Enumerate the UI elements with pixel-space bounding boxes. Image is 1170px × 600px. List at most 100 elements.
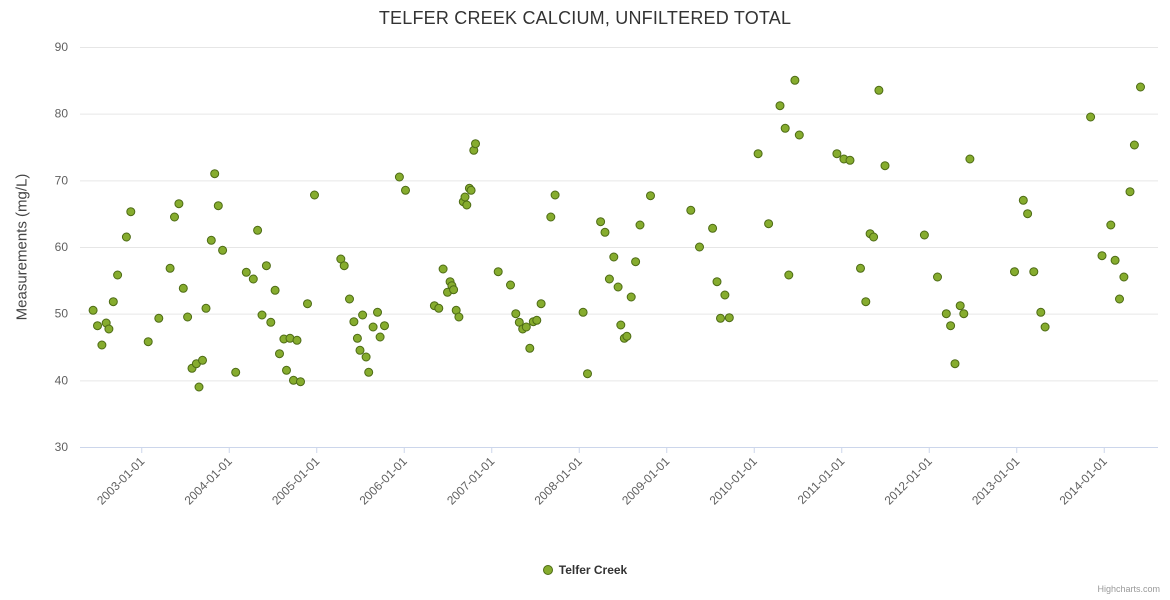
data-point[interactable]: [126, 207, 136, 217]
data-point[interactable]: [616, 320, 626, 330]
data-point[interactable]: [919, 230, 929, 240]
data-point[interactable]: [266, 317, 276, 327]
data-point[interactable]: [856, 263, 865, 273]
data-point[interactable]: [1115, 294, 1124, 304]
data-point[interactable]: [784, 270, 794, 280]
data-point[interactable]: [375, 332, 385, 342]
data-point[interactable]: [604, 274, 614, 284]
data-point[interactable]: [600, 227, 610, 237]
data-point[interactable]: [253, 225, 263, 235]
data-point[interactable]: [1125, 187, 1135, 197]
data-point[interactable]: [724, 313, 734, 323]
data-point[interactable]: [257, 310, 267, 320]
data-point[interactable]: [794, 130, 804, 140]
data-point[interactable]: [1036, 307, 1046, 317]
data-point[interactable]: [339, 261, 349, 271]
data-point[interactable]: [210, 169, 220, 179]
data-point[interactable]: [170, 212, 179, 222]
data-point[interactable]: [373, 307, 382, 317]
data-point[interactable]: [955, 301, 965, 311]
data-point[interactable]: [174, 199, 184, 209]
data-point[interactable]: [292, 335, 302, 345]
data-point[interactable]: [609, 252, 619, 262]
data-point[interactable]: [631, 257, 641, 267]
data-point[interactable]: [686, 205, 696, 215]
data-point[interactable]: [941, 309, 951, 319]
data-point[interactable]: [546, 212, 556, 222]
data-point[interactable]: [536, 299, 546, 309]
data-point[interactable]: [626, 292, 636, 302]
legend-item-telfer-creek[interactable]: Telfer Creek: [0, 563, 1170, 577]
data-point[interactable]: [506, 280, 515, 290]
data-point[interactable]: [310, 190, 319, 200]
data-point[interactable]: [438, 264, 448, 274]
highcharts-credit[interactable]: Highcharts.com: [1097, 584, 1160, 594]
data-point[interactable]: [532, 315, 542, 325]
data-point[interactable]: [241, 267, 251, 277]
data-point[interactable]: [349, 317, 359, 327]
data-point[interactable]: [1018, 195, 1028, 205]
data-point[interactable]: [764, 219, 774, 229]
data-point[interactable]: [113, 270, 123, 280]
data-point[interactable]: [303, 299, 312, 309]
data-point[interactable]: [596, 217, 606, 227]
data-point[interactable]: [869, 232, 879, 242]
data-point[interactable]: [466, 185, 476, 195]
data-point[interactable]: [511, 309, 521, 319]
data-point[interactable]: [832, 149, 842, 159]
data-point[interactable]: [583, 369, 592, 379]
data-point[interactable]: [345, 294, 354, 304]
data-point[interactable]: [143, 337, 153, 347]
data-point[interactable]: [218, 245, 228, 255]
data-point[interactable]: [550, 190, 560, 200]
data-point[interactable]: [1136, 82, 1145, 92]
data-point[interactable]: [270, 285, 280, 295]
data-point[interactable]: [462, 200, 472, 210]
data-point[interactable]: [712, 277, 722, 287]
data-point[interactable]: [178, 283, 188, 293]
data-point[interactable]: [201, 303, 211, 313]
data-point[interactable]: [364, 367, 374, 377]
data-point[interactable]: [790, 75, 800, 85]
data-point[interactable]: [88, 305, 98, 315]
data-point[interactable]: [1097, 251, 1107, 261]
data-point[interactable]: [695, 242, 704, 252]
data-point[interactable]: [434, 303, 444, 313]
data-point[interactable]: [1110, 255, 1120, 265]
data-point[interactable]: [613, 282, 623, 292]
data-point[interactable]: [1023, 209, 1033, 219]
data-point[interactable]: [716, 313, 725, 323]
data-point[interactable]: [950, 359, 960, 369]
data-point[interactable]: [368, 322, 378, 332]
data-point[interactable]: [708, 223, 718, 233]
data-point[interactable]: [622, 331, 632, 341]
data-point[interactable]: [635, 220, 645, 230]
data-point[interactable]: [845, 155, 855, 165]
data-point[interactable]: [775, 101, 785, 111]
data-point[interactable]: [213, 201, 223, 211]
data-point[interactable]: [108, 297, 118, 307]
data-point[interactable]: [401, 185, 410, 195]
data-point[interactable]: [525, 343, 535, 353]
data-point[interactable]: [183, 312, 193, 322]
data-point[interactable]: [296, 377, 305, 387]
data-point[interactable]: [780, 123, 790, 133]
data-point[interactable]: [1010, 267, 1019, 277]
data-point[interactable]: [165, 263, 175, 273]
data-point[interactable]: [521, 322, 531, 332]
data-point[interactable]: [861, 297, 871, 307]
data-point[interactable]: [206, 235, 216, 245]
data-point[interactable]: [154, 313, 164, 323]
data-point[interactable]: [720, 290, 730, 300]
data-point[interactable]: [933, 272, 942, 282]
data-point[interactable]: [1029, 267, 1039, 277]
data-point[interactable]: [1086, 112, 1096, 122]
data-point[interactable]: [493, 267, 503, 277]
data-point[interactable]: [460, 192, 470, 202]
data-point[interactable]: [352, 333, 362, 343]
data-point[interactable]: [646, 191, 655, 201]
data-point[interactable]: [471, 139, 480, 149]
data-point[interactable]: [874, 85, 884, 95]
data-point[interactable]: [231, 367, 241, 377]
data-point[interactable]: [282, 365, 291, 375]
